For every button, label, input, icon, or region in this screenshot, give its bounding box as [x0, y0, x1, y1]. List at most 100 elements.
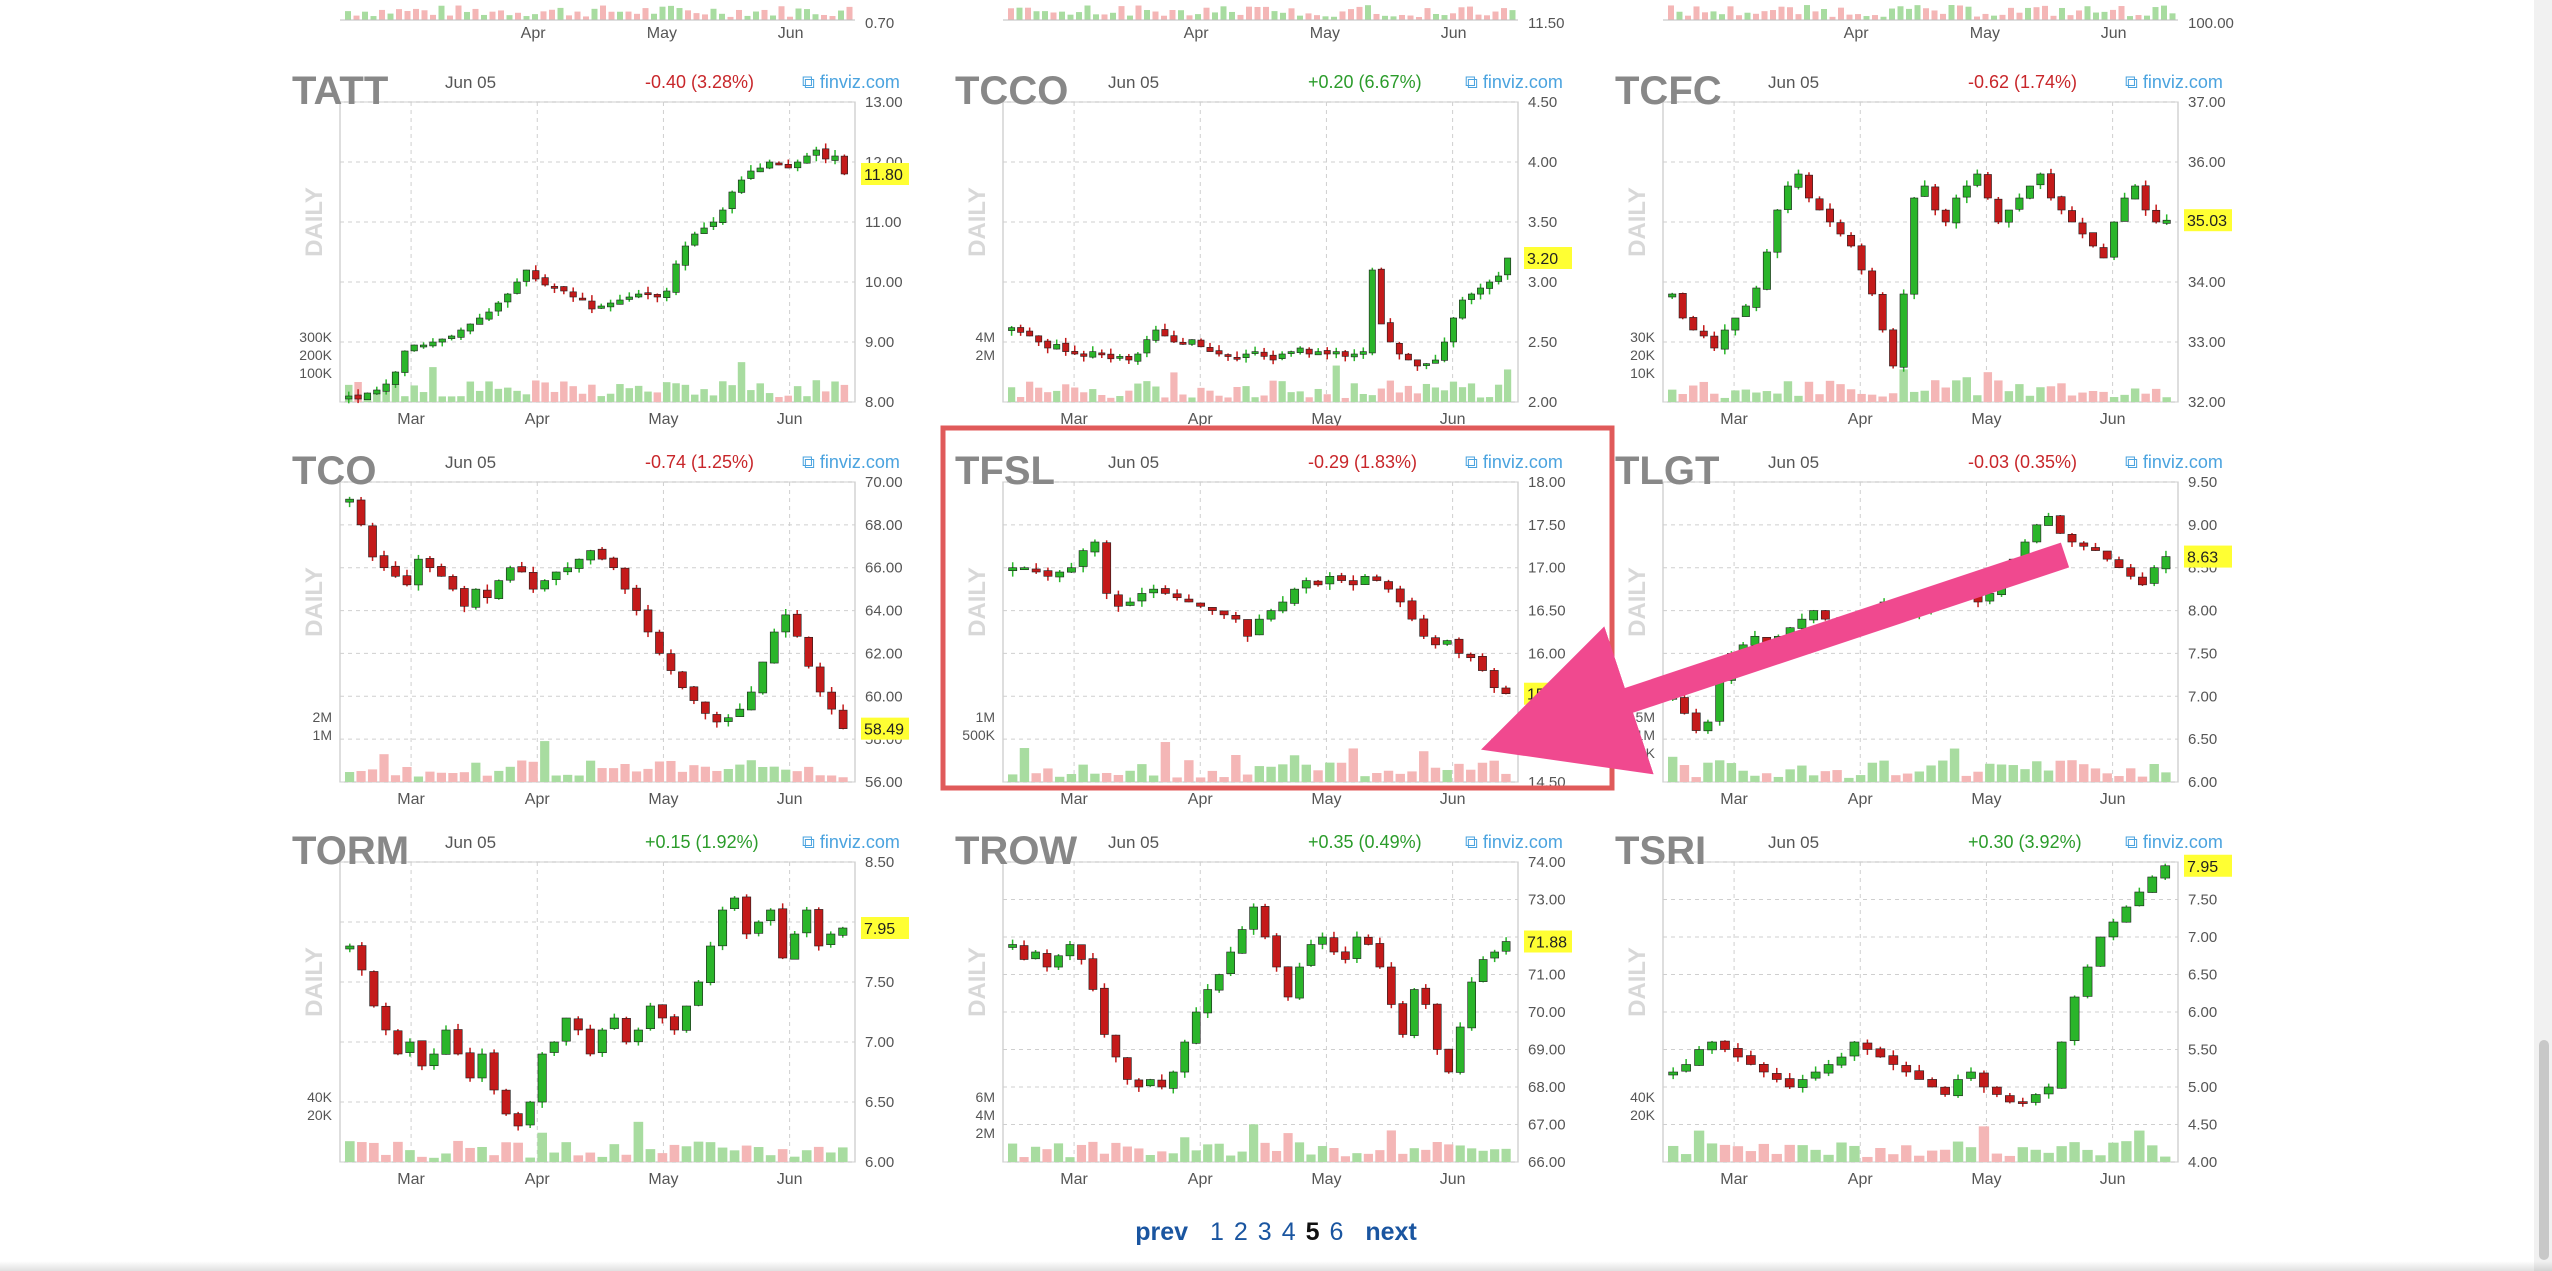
- volume-bar: [804, 766, 814, 782]
- prev-link[interactable]: prev: [1135, 1218, 1189, 1246]
- finviz-source-link[interactable]: ⧉ finviz.com: [2125, 832, 2223, 852]
- volume-bar: [513, 1142, 523, 1162]
- volume-bar: [1703, 762, 1713, 782]
- candle-body: [2161, 556, 2171, 570]
- chart-panel-trow[interactable]: 74.0073.0072.0071.0070.0069.0068.0067.00…: [955, 829, 1572, 1188]
- vertical-scrollbar[interactable]: [2534, 0, 2552, 1271]
- volume-bar: [1948, 5, 1955, 20]
- x-tick-label: Apr: [525, 1171, 551, 1188]
- candle-body: [1295, 966, 1304, 999]
- volume-bar: [645, 1149, 656, 1162]
- volume-bar: [1118, 6, 1125, 20]
- candle-body: [1269, 354, 1277, 361]
- volume-bar: [1042, 1149, 1052, 1162]
- ticker-symbol[interactable]: TORM: [292, 829, 409, 873]
- volume-bar: [1991, 1153, 2003, 1162]
- candle-body: [645, 1005, 655, 1029]
- volume-bar: [747, 390, 755, 402]
- finviz-source-link[interactable]: ⧉ finviz.com: [1465, 452, 1563, 472]
- volume-bar: [1305, 13, 1312, 20]
- candle-body: [669, 1016, 679, 1031]
- candle-body: [1044, 340, 1052, 349]
- plot-frame: [339, 101, 856, 403]
- y-tick-label: 68.00: [1528, 1079, 1566, 1096]
- candle-body: [1868, 270, 1877, 295]
- y-tick-label: 37.00: [2188, 94, 2226, 111]
- ticker-symbol[interactable]: TCO: [292, 449, 376, 493]
- volume-bar: [1254, 6, 1261, 20]
- x-tick-label: Jun: [777, 1171, 803, 1188]
- finviz-source-link[interactable]: ⧉ finviz.com: [1465, 832, 1563, 852]
- ticker-symbol[interactable]: TLGT: [1615, 449, 1719, 493]
- volume-bar: [597, 1156, 608, 1162]
- volume-bar: [1263, 6, 1269, 20]
- candle-body: [1143, 339, 1151, 354]
- ticker-symbol[interactable]: TATT: [292, 69, 388, 113]
- chart-panel-tsri[interactable]: 8.007.507.006.506.005.505.004.504.00MarA…: [1615, 829, 2232, 1188]
- candle-body: [1395, 343, 1403, 355]
- annotation-arrow: [1481, 542, 2070, 775]
- volume-bar: [719, 381, 727, 402]
- volume-bar: [1719, 14, 1725, 20]
- volume-bar: [1168, 1153, 1178, 1162]
- volume-bar: [669, 1144, 680, 1162]
- ticker-symbol[interactable]: TCFC: [1615, 69, 1722, 113]
- candle-body: [609, 1017, 619, 1029]
- finviz-source-link[interactable]: ⧉ finviz.com: [2125, 452, 2223, 472]
- volume-bar: [401, 396, 409, 402]
- chart-panel-tco[interactable]: 70.0068.0066.0064.0062.0060.0058.0056.00…: [292, 449, 909, 808]
- x-tick-label: May: [1971, 1171, 2001, 1188]
- chart-panel-tcfc[interactable]: 37.0036.0035.0034.0033.0032.00MarAprMayJ…: [1615, 69, 2232, 428]
- finviz-source-link[interactable]: ⧉ finviz.com: [802, 832, 900, 852]
- volume-bar: [1386, 1130, 1396, 1162]
- candle-body: [838, 927, 848, 936]
- next-link[interactable]: next: [1365, 1218, 1417, 1246]
- candle-body: [525, 1101, 535, 1126]
- volume-bar: [1098, 395, 1106, 402]
- finviz-source-link[interactable]: ⧉ finviz.com: [2125, 72, 2223, 92]
- volume-bar: [1906, 8, 1912, 20]
- page-6-link[interactable]: 6: [1329, 1218, 1344, 1246]
- volume-bar: [1110, 12, 1116, 20]
- volume-bar: [634, 385, 643, 402]
- chart-panel-tfsl[interactable]: 18.0017.5017.0016.5016.0015.5015.0014.50…: [955, 449, 1572, 808]
- scrollbar-thumb[interactable]: [2539, 1040, 2549, 1260]
- volume-bar: [717, 1147, 728, 1162]
- candle-body: [1296, 347, 1304, 353]
- finviz-source-link[interactable]: ⧉ finviz.com: [802, 452, 900, 472]
- finviz-source-link[interactable]: ⧉ finviz.com: [802, 72, 900, 92]
- chart-panel-tcco[interactable]: 4.50 4.00 3.50 3.00 2.50 2.00 Mar Apr May Jun DAIL…: [955, 69, 1572, 428]
- candle-body: [2025, 185, 2034, 199]
- volume-bar: [1395, 392, 1403, 402]
- page-2-link[interactable]: 2: [1233, 1218, 1248, 1246]
- volume-bar: [405, 1150, 415, 1162]
- volume-bar: [1458, 387, 1467, 402]
- page-4-link[interactable]: 4: [1281, 1218, 1296, 1246]
- volume-bar: [1294, 1142, 1305, 1162]
- finviz-source-link[interactable]: ⧉ finviz.com: [1465, 72, 1563, 92]
- x-tick-label: Jun: [1440, 791, 1466, 808]
- ticker-symbol[interactable]: TFSL: [955, 449, 1055, 493]
- candle-body: [625, 296, 633, 300]
- page-3-link[interactable]: 3: [1257, 1218, 1272, 1246]
- ticker-symbol[interactable]: TROW: [955, 829, 1077, 873]
- candle-body: [410, 344, 418, 352]
- volume-bar: [1395, 773, 1405, 782]
- candle-body: [561, 1017, 571, 1042]
- price-change: -0.62 (1.74%): [1968, 72, 2077, 92]
- volume-bar: [1226, 1155, 1236, 1162]
- ticker-symbol[interactable]: TCCO: [955, 69, 1068, 113]
- candle-body: [522, 269, 530, 282]
- ticker-symbol[interactable]: TSRI: [1615, 829, 1706, 873]
- volume-bar: [1409, 1148, 1419, 1162]
- volume-bar: [1678, 394, 1687, 402]
- volume-bar: [1962, 377, 1971, 402]
- volume-bar: [1421, 1149, 1431, 1162]
- chart-panel-torm[interactable]: 8.508.007.507.006.506.00MarAprMayJunDAIL…: [292, 829, 909, 1188]
- last-price-label: 58.49: [864, 722, 904, 739]
- page-1-link[interactable]: 1: [1209, 1218, 1224, 1246]
- volume-bar: [379, 754, 389, 782]
- volume-bar: [709, 395, 718, 402]
